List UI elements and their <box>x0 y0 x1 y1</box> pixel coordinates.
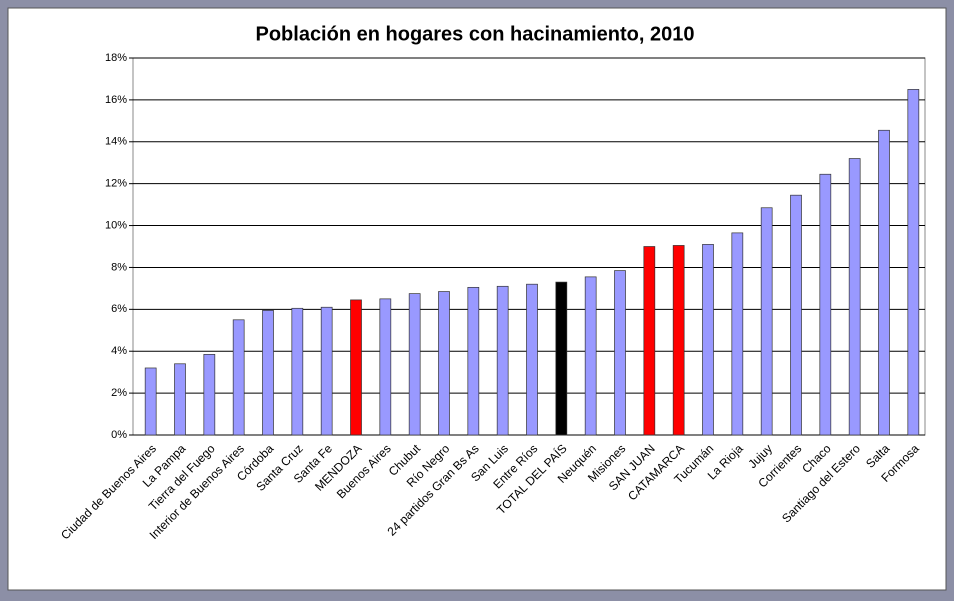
bar <box>438 291 450 436</box>
bar <box>262 310 274 436</box>
y-tick-label: 14% <box>105 136 127 148</box>
y-tick-label: 12% <box>105 178 127 190</box>
y-tick-label: 10% <box>105 219 127 231</box>
bar <box>408 293 421 436</box>
bar <box>350 299 362 436</box>
bar <box>174 363 186 436</box>
bar <box>555 281 568 436</box>
bar <box>614 270 626 436</box>
y-tick-label: 2% <box>111 387 127 399</box>
bar <box>203 354 216 436</box>
y-tick-label: 8% <box>111 261 127 273</box>
bar <box>320 306 333 436</box>
bar <box>526 283 538 436</box>
bar <box>672 245 685 436</box>
bar <box>848 158 861 436</box>
y-tick-label: 16% <box>105 94 127 106</box>
bar <box>907 89 920 436</box>
bar <box>379 298 392 436</box>
bar <box>496 285 509 436</box>
bar <box>760 207 773 436</box>
y-tick-label: 0% <box>111 429 127 441</box>
bar <box>731 232 744 436</box>
bar <box>467 286 480 436</box>
bar <box>790 194 802 436</box>
y-tick-label: 4% <box>111 345 127 357</box>
bar <box>819 173 832 436</box>
bar <box>144 367 157 436</box>
bar <box>291 307 304 436</box>
bar <box>584 276 597 436</box>
bar <box>643 246 656 436</box>
bar <box>702 244 714 436</box>
bar <box>878 129 890 436</box>
y-tick-label: 18% <box>105 52 127 64</box>
bar <box>232 319 245 436</box>
y-tick-label: 6% <box>111 303 127 315</box>
chart-title: Población en hogares con hacinamiento, 2… <box>255 23 694 45</box>
